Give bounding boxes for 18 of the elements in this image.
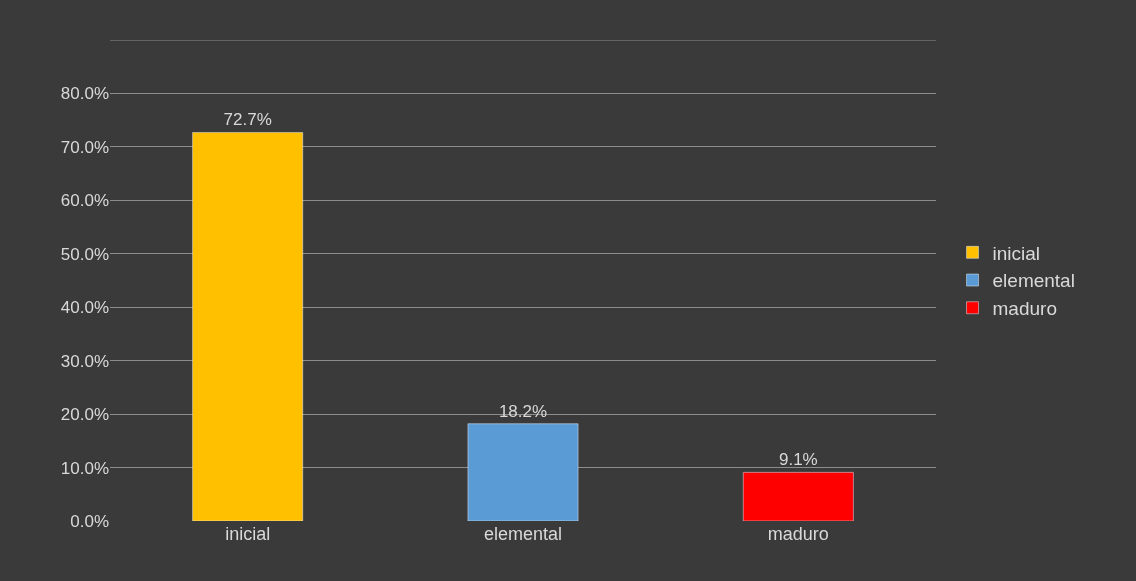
data-label: 18.2%	[498, 401, 548, 421]
legend-label: elemental	[992, 270, 1075, 292]
y-tick-label: 0.0%	[70, 511, 109, 531]
x-tick-label: maduro	[767, 524, 829, 544]
data-label: 72.7%	[223, 110, 272, 130]
legend-label: inicial	[992, 242, 1041, 264]
y-tick-label: 10.0%	[60, 458, 109, 478]
x-tick-label: inicial	[225, 524, 271, 544]
x-tick-label: elemental	[483, 524, 563, 544]
y-tick-label: 40.0%	[60, 298, 109, 318]
y-tick-label: 60.0%	[60, 191, 109, 211]
legend-label: maduro	[992, 298, 1057, 320]
data-label: 9.1%	[778, 450, 818, 470]
y-tick-label: 30.0%	[60, 351, 109, 371]
y-tick-label: 70.0%	[60, 137, 109, 157]
y-tick-label: 80.0%	[60, 84, 109, 104]
y-tick-label: 20.0%	[60, 405, 109, 425]
y-tick-label: 50.0%	[60, 244, 109, 264]
